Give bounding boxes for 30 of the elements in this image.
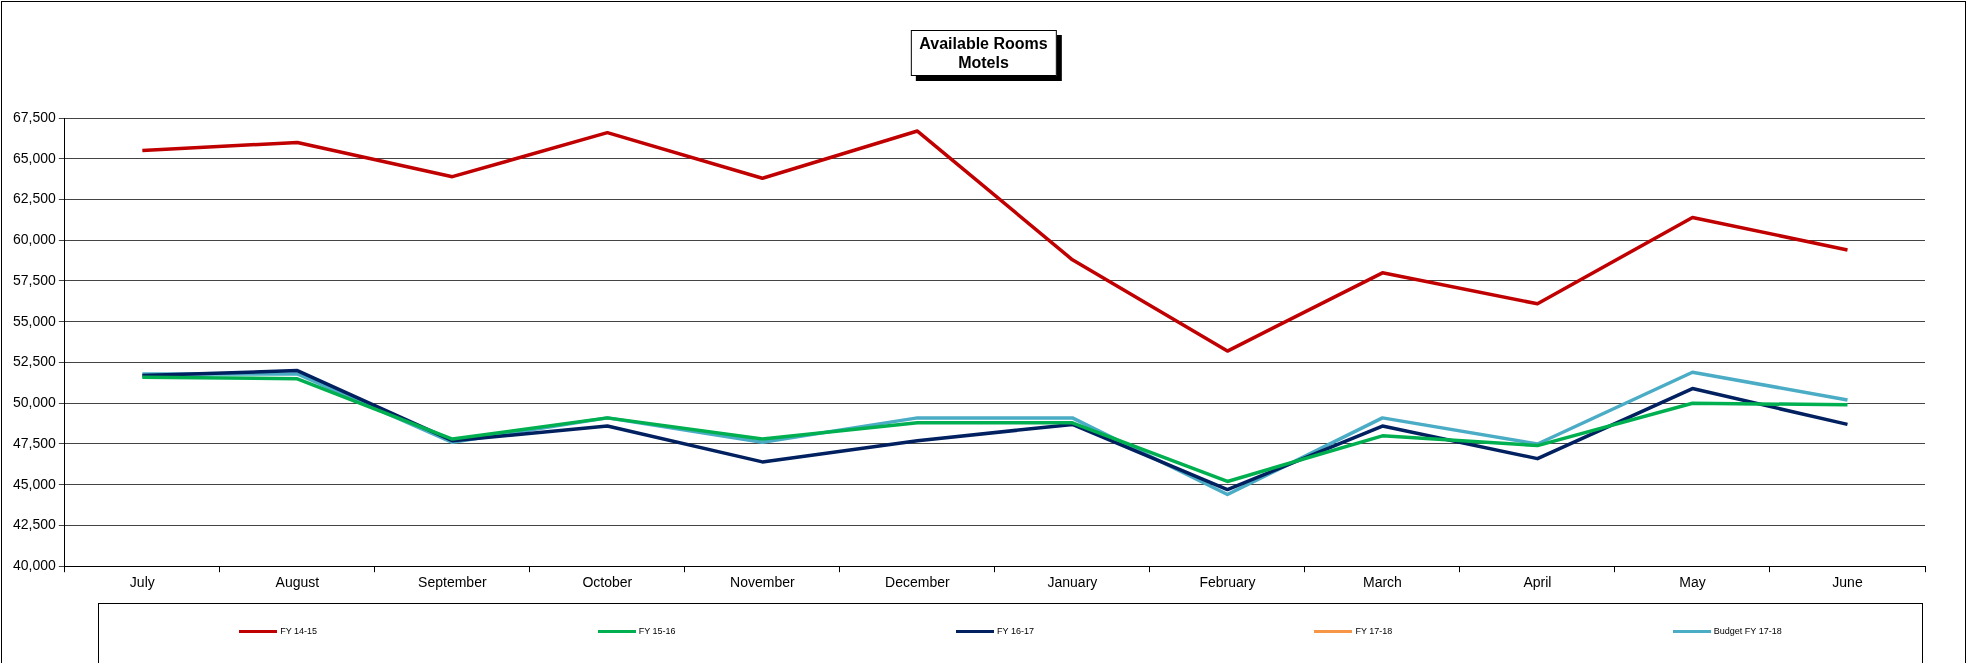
- y-tick-label: 50,000: [12, 394, 57, 411]
- y-tick-label: 62,500: [12, 190, 57, 207]
- x-tick-label: August: [275, 574, 320, 591]
- x-tick-label: January: [1047, 574, 1098, 591]
- y-tick-label: 57,500: [12, 271, 57, 288]
- y-tick-label: 42,500: [12, 516, 57, 533]
- x-tick-label: July: [129, 574, 155, 591]
- legend-label: FY 15-16: [638, 626, 676, 636]
- legend-label: FY 14-15: [280, 626, 318, 636]
- y-tick-label: 40,000: [12, 557, 57, 574]
- chart-title: Available Rooms Motels: [910, 30, 1057, 77]
- y-tick-label: 67,500: [12, 108, 57, 125]
- x-tick-label: February: [1199, 574, 1256, 591]
- x-tick-label: May: [1679, 574, 1706, 591]
- x-tick-label: November: [730, 574, 796, 591]
- legend-label: FY 17-18: [1355, 626, 1393, 636]
- y-tick-label: 47,500: [12, 434, 57, 451]
- legend-label: FY 16-17: [997, 626, 1034, 636]
- y-tick-label: 55,000: [12, 312, 57, 329]
- x-tick-label: June: [1832, 574, 1863, 591]
- y-tick-label: 65,000: [12, 149, 57, 166]
- y-tick-label: 60,000: [12, 231, 57, 248]
- x-tick-label: October: [582, 574, 633, 591]
- y-tick-label: 45,000: [12, 475, 57, 492]
- x-tick-label: September: [418, 574, 487, 591]
- legend-label: Budget FY 17-18: [1713, 626, 1782, 636]
- x-tick-label: December: [885, 574, 951, 591]
- y-tick-label: 52,500: [12, 353, 57, 370]
- x-tick-label: April: [1523, 574, 1552, 591]
- x-tick-label: March: [1362, 574, 1402, 591]
